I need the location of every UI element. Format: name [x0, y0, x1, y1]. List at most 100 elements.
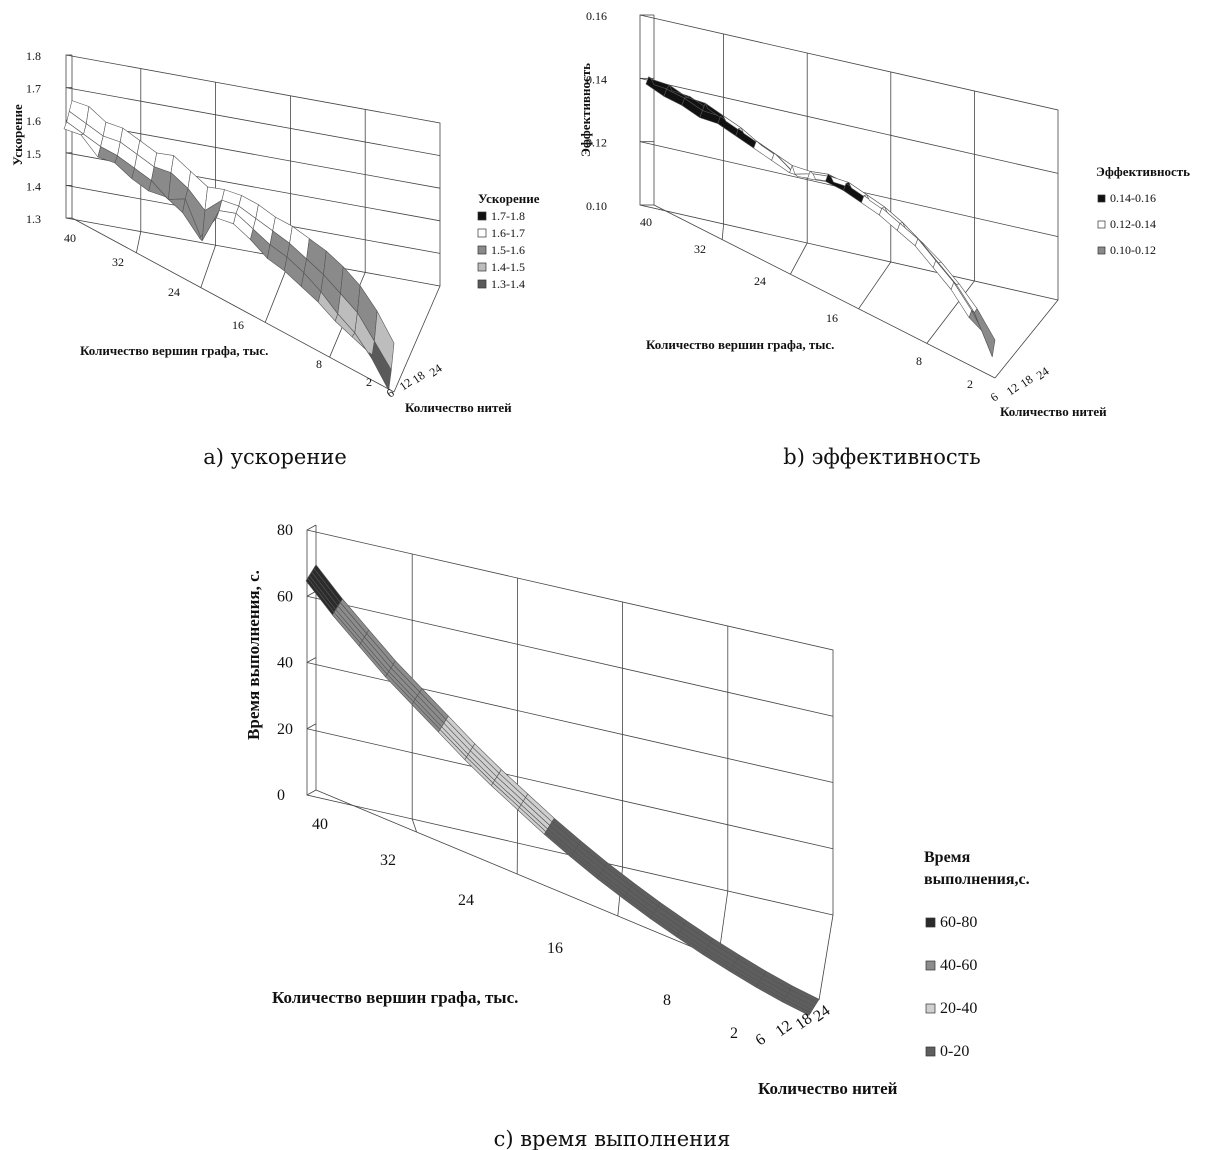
surface — [63, 100, 395, 391]
surface — [645, 76, 996, 358]
x-tick-label: 24 — [458, 892, 474, 909]
figure-caption: с) время выполнения — [494, 1127, 731, 1150]
legend: Время выполнения,с. 60-80 40-60 20-40 0-20 — [924, 849, 1030, 1060]
floor-edge — [994, 299, 1059, 379]
x-tick-label: 24 — [754, 274, 766, 288]
legend-swatch — [477, 245, 487, 255]
z-tick-label: 60 — [277, 588, 293, 605]
legend-swatch — [925, 960, 936, 971]
x-tick-label: 40 — [640, 215, 652, 229]
z-tick-label: 1.8 — [26, 49, 41, 63]
x-tick-label: 8 — [663, 992, 671, 1009]
legend-swatch — [925, 1046, 936, 1057]
y-tick-label: 18 — [793, 1010, 816, 1033]
z-tick-label: 1.5 — [26, 147, 41, 161]
y-tick-label: 24 — [1034, 364, 1052, 382]
gridline-floor — [926, 280, 975, 344]
legend-title: Эффективность — [1096, 164, 1190, 179]
gridline-floor — [721, 223, 724, 240]
gridline-floor — [200, 245, 216, 288]
y-axis-title: Количество нитей — [405, 400, 512, 415]
legend-swatch — [1097, 194, 1106, 203]
z-tick-label: 1.6 — [26, 114, 41, 128]
x-tick-label: 40 — [64, 231, 76, 245]
surface-cell — [789, 985, 820, 1004]
legend-label: 40-60 — [940, 957, 977, 974]
y-tick-label: 12 — [773, 1017, 796, 1040]
legend-title: Ускорение — [478, 191, 540, 206]
gridline-floor — [411, 818, 417, 833]
z-tick-label: 0.10 — [586, 199, 607, 213]
figure-caption: а) ускорение — [203, 445, 347, 469]
x-axis-title: Количество вершин графа, тыс. — [80, 343, 268, 358]
legend-swatch — [477, 262, 487, 272]
legend-swatch — [477, 279, 487, 289]
x-tick-label: 16 — [826, 311, 838, 325]
back-wall — [65, 54, 441, 287]
x-tick-label: 32 — [694, 242, 706, 256]
surface-cell — [771, 152, 793, 173]
gridline-z — [65, 119, 441, 189]
floor-edge — [653, 204, 996, 379]
x-axis-title: Количество вершин графа, тыс. — [272, 988, 518, 1007]
legend-swatch — [477, 211, 487, 221]
z-tick-label: 40 — [277, 655, 293, 672]
y-tick-label: 18 — [1018, 372, 1036, 390]
gridline-z — [65, 87, 441, 156]
z-tick-label: 1.4 — [26, 179, 41, 193]
x-tick-label: 32 — [380, 852, 396, 869]
y-tick-label: 6 — [384, 386, 397, 401]
legend-title: выполнения,с. — [924, 871, 1030, 888]
legend-label: 1.4-1.5 — [491, 260, 525, 274]
legend: Эффективность 0.14-0.16 0.12-0.14 0.10-0.12 — [1096, 164, 1190, 257]
legend-swatch — [1097, 220, 1106, 229]
gridline-z — [306, 728, 834, 850]
x-tick-label: 16 — [232, 318, 244, 332]
y-tick-label: 24 — [427, 361, 445, 379]
x-tick-label: 32 — [112, 255, 124, 269]
back-wall — [639, 14, 1059, 301]
legend-label: 0.12-0.14 — [1110, 217, 1156, 231]
legend-label: 1.5-1.6 — [491, 243, 525, 257]
legend-swatch — [925, 917, 936, 928]
gridline-side — [306, 657, 317, 663]
x-tick-label: 8 — [916, 354, 922, 368]
gridline-z — [306, 595, 834, 717]
z-tick-label: 1.3 — [26, 212, 41, 226]
y-axis-title: Количество нитей — [1000, 404, 1107, 419]
figure-caption: b) эффективность — [783, 445, 980, 469]
surface — [305, 564, 820, 1016]
gridline-floor — [858, 261, 892, 310]
floor-edge — [71, 217, 395, 393]
z-axis-title: Время выполнения, с. — [244, 570, 263, 740]
z-tick-label: 80 — [277, 522, 293, 539]
y-tick-label: 6 — [988, 390, 1001, 405]
x-tick-label: 2 — [366, 375, 372, 389]
z-tick-label: 0.16 — [586, 9, 607, 23]
legend: Ускорение 1.7-1.8 1.6-1.7 1.5-1.6 1.4-1.5 1.3… — [477, 191, 540, 291]
z-tick-label: 0.12 — [586, 136, 607, 150]
x-tick-label: 24 — [168, 285, 180, 299]
x-tick-label: 2 — [967, 377, 973, 391]
y-axis-title: Количество нитей — [758, 1079, 898, 1098]
legend-title: Время — [924, 849, 971, 866]
surface-cell — [974, 308, 996, 358]
legend-swatch — [477, 228, 487, 238]
legend-label: 1.7-1.8 — [491, 209, 525, 223]
legend-swatch — [925, 1003, 936, 1014]
legend-label: 60-80 — [940, 914, 977, 931]
legend-label: 0.14-0.16 — [1110, 191, 1156, 205]
legend-label: 20-40 — [940, 1000, 977, 1017]
floor-edge — [818, 914, 834, 1001]
legend-label: 1.6-1.7 — [491, 226, 525, 240]
surface-cell — [753, 140, 775, 161]
floor-edge — [393, 285, 441, 393]
chart-walls — [639, 14, 1059, 379]
chart-walls — [306, 524, 834, 1001]
z-tick-label: 0.14 — [586, 72, 607, 86]
legend-label: 0-20 — [940, 1043, 969, 1060]
side-wall-edge — [306, 789, 317, 796]
